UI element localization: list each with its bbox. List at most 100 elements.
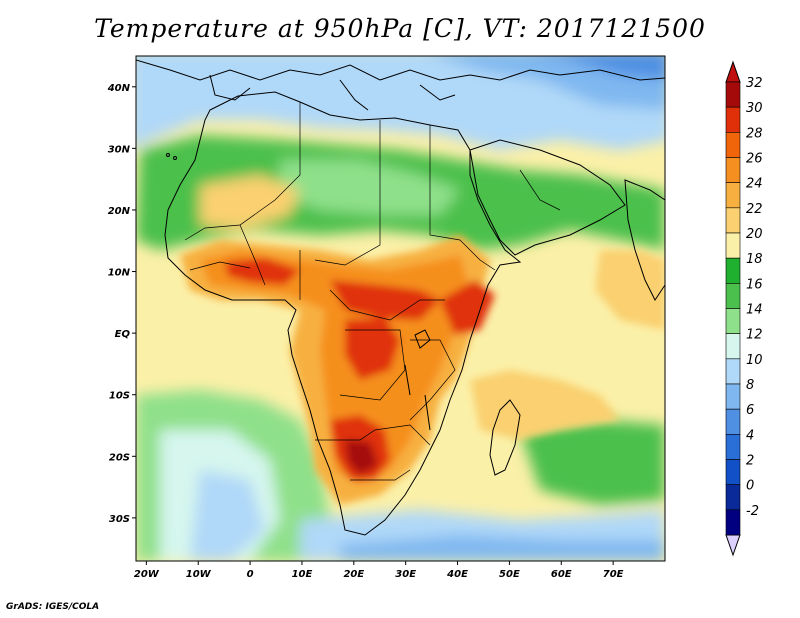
temperature-field <box>136 56 665 561</box>
madagascar-coastline <box>489 399 521 476</box>
colorbar-level-label: 2 <box>746 454 754 469</box>
country-border <box>459 239 496 271</box>
colorbar-top-arrow <box>725 60 741 83</box>
lon-tick-label: 20W <box>134 569 160 580</box>
country-border <box>189 261 251 271</box>
greece-coastline <box>419 84 456 101</box>
country-border <box>184 102 301 241</box>
europe-coastline <box>136 59 665 81</box>
lake-victoria <box>414 329 431 349</box>
lon-tick-label: 10W <box>186 569 212 580</box>
country-border <box>429 125 461 241</box>
colorbar-swatch <box>725 257 741 284</box>
colorbar-bottom-arrow <box>725 534 741 557</box>
lat-tick-label: 30S <box>109 514 130 525</box>
lon-tick-label: 0 <box>247 569 254 580</box>
colorbar-level-label: -2 <box>746 504 759 519</box>
colorbar-swatch <box>725 333 741 360</box>
country-border <box>239 224 266 286</box>
colorbar-level-label: 24 <box>746 177 763 192</box>
field-caucasus-cold <box>550 56 665 80</box>
lat-tick-label: 10N <box>108 268 131 279</box>
colorbar-level-label: 18 <box>746 252 763 267</box>
colorbar-swatch <box>725 308 741 334</box>
colorbar-level-label: 16 <box>746 277 763 292</box>
field-kalahari-peak <box>345 440 378 475</box>
colorbar-swatch <box>725 408 741 435</box>
colorbar-swatch <box>725 132 741 158</box>
lon-tick-label: 40E <box>446 569 468 580</box>
field-west-africa-hot <box>225 258 300 285</box>
field-madagascar-warm <box>470 370 620 440</box>
colorbar-swatch <box>725 232 741 259</box>
colorbar-level-label: 14 <box>746 303 763 318</box>
footer-credit: GrADS: IGES/COLA <box>6 602 100 612</box>
field-indian-ocean-green <box>520 420 665 505</box>
field-mauritania-warm <box>200 175 300 230</box>
colorbar-swatch <box>725 358 741 385</box>
lake-malawi <box>424 394 431 431</box>
field-south-atlantic-cold <box>190 470 265 561</box>
colorbar-level-label: 0 <box>746 479 754 494</box>
map-title: Temperature at 950hPa [C], VT: 201712150… <box>94 14 706 43</box>
colorbar-level-label: 32 <box>746 76 763 91</box>
colorbar-swatch <box>725 509 741 536</box>
country-border <box>350 469 411 481</box>
lat-tick-label: 40N <box>107 83 131 94</box>
colorbar-swatch <box>725 383 741 410</box>
canary-island <box>173 156 177 160</box>
field-arabian-sea-green <box>560 200 665 240</box>
colorbar-swatch <box>725 434 741 460</box>
colorbar-level-label: 10 <box>746 353 763 368</box>
colorbar-level-label: 4 <box>746 428 754 443</box>
italy-coastline <box>339 79 369 111</box>
plot-frame <box>135 55 666 562</box>
canary-island <box>166 153 170 157</box>
colorbar-level-label: 30 <box>746 101 763 116</box>
latitude-axis: 40N 30N 20N 10N EQ 10S 20S 30S <box>107 83 136 525</box>
colorbar-level-label: 20 <box>746 227 763 242</box>
colorbar-swatch <box>725 182 741 209</box>
colorbar-level-label: 28 <box>746 126 763 141</box>
longitude-axis: 20W 10W 0 10E 20E 30E 40E 50E 60E 70E <box>134 561 624 580</box>
lat-tick-label: 10S <box>109 391 130 402</box>
lat-tick-label: 20S <box>109 452 130 463</box>
lon-tick-label: 10E <box>292 569 313 580</box>
lon-tick-label: 50E <box>499 569 520 580</box>
field-central-africa-hot <box>330 280 440 320</box>
lat-tick-label: 30N <box>108 144 131 155</box>
country-border <box>315 424 431 446</box>
country-border <box>339 329 406 401</box>
colorbar-level-label: 8 <box>746 378 754 393</box>
field-congo-hot <box>345 318 400 380</box>
field-east-africa-hot <box>440 280 495 335</box>
colorbar-swatch <box>725 283 741 309</box>
colorbar-swatch <box>725 459 741 485</box>
africa-coastline <box>164 91 522 536</box>
coastlines <box>136 59 665 536</box>
colorbar-swatch <box>725 106 741 133</box>
colorbar-level-label: 12 <box>746 328 763 343</box>
colorbar-swatch <box>725 157 741 183</box>
field-southern-ocean-cold <box>340 535 665 561</box>
arabia-coastline <box>469 139 626 256</box>
field-north-cool <box>136 56 665 150</box>
iberia-coastline <box>209 74 251 101</box>
country-border <box>314 120 381 266</box>
lon-tick-label: 20E <box>343 569 364 580</box>
lon-tick-label: 30E <box>395 569 416 580</box>
colorbar-swatch <box>725 207 741 234</box>
country-border <box>519 169 561 211</box>
lat-tick-label: 20N <box>108 206 131 217</box>
lon-tick-label: 70E <box>603 569 624 580</box>
colorbar-swatch <box>725 484 741 511</box>
lake-tanganyika <box>404 364 411 396</box>
field-sahara-cool <box>280 160 460 215</box>
field-india-warm <box>595 250 665 330</box>
india-coastline <box>624 179 665 301</box>
colorbar-level-label: 26 <box>746 152 763 167</box>
lat-tick-label: EQ <box>115 329 131 340</box>
colorbar-swatch <box>725 81 741 108</box>
